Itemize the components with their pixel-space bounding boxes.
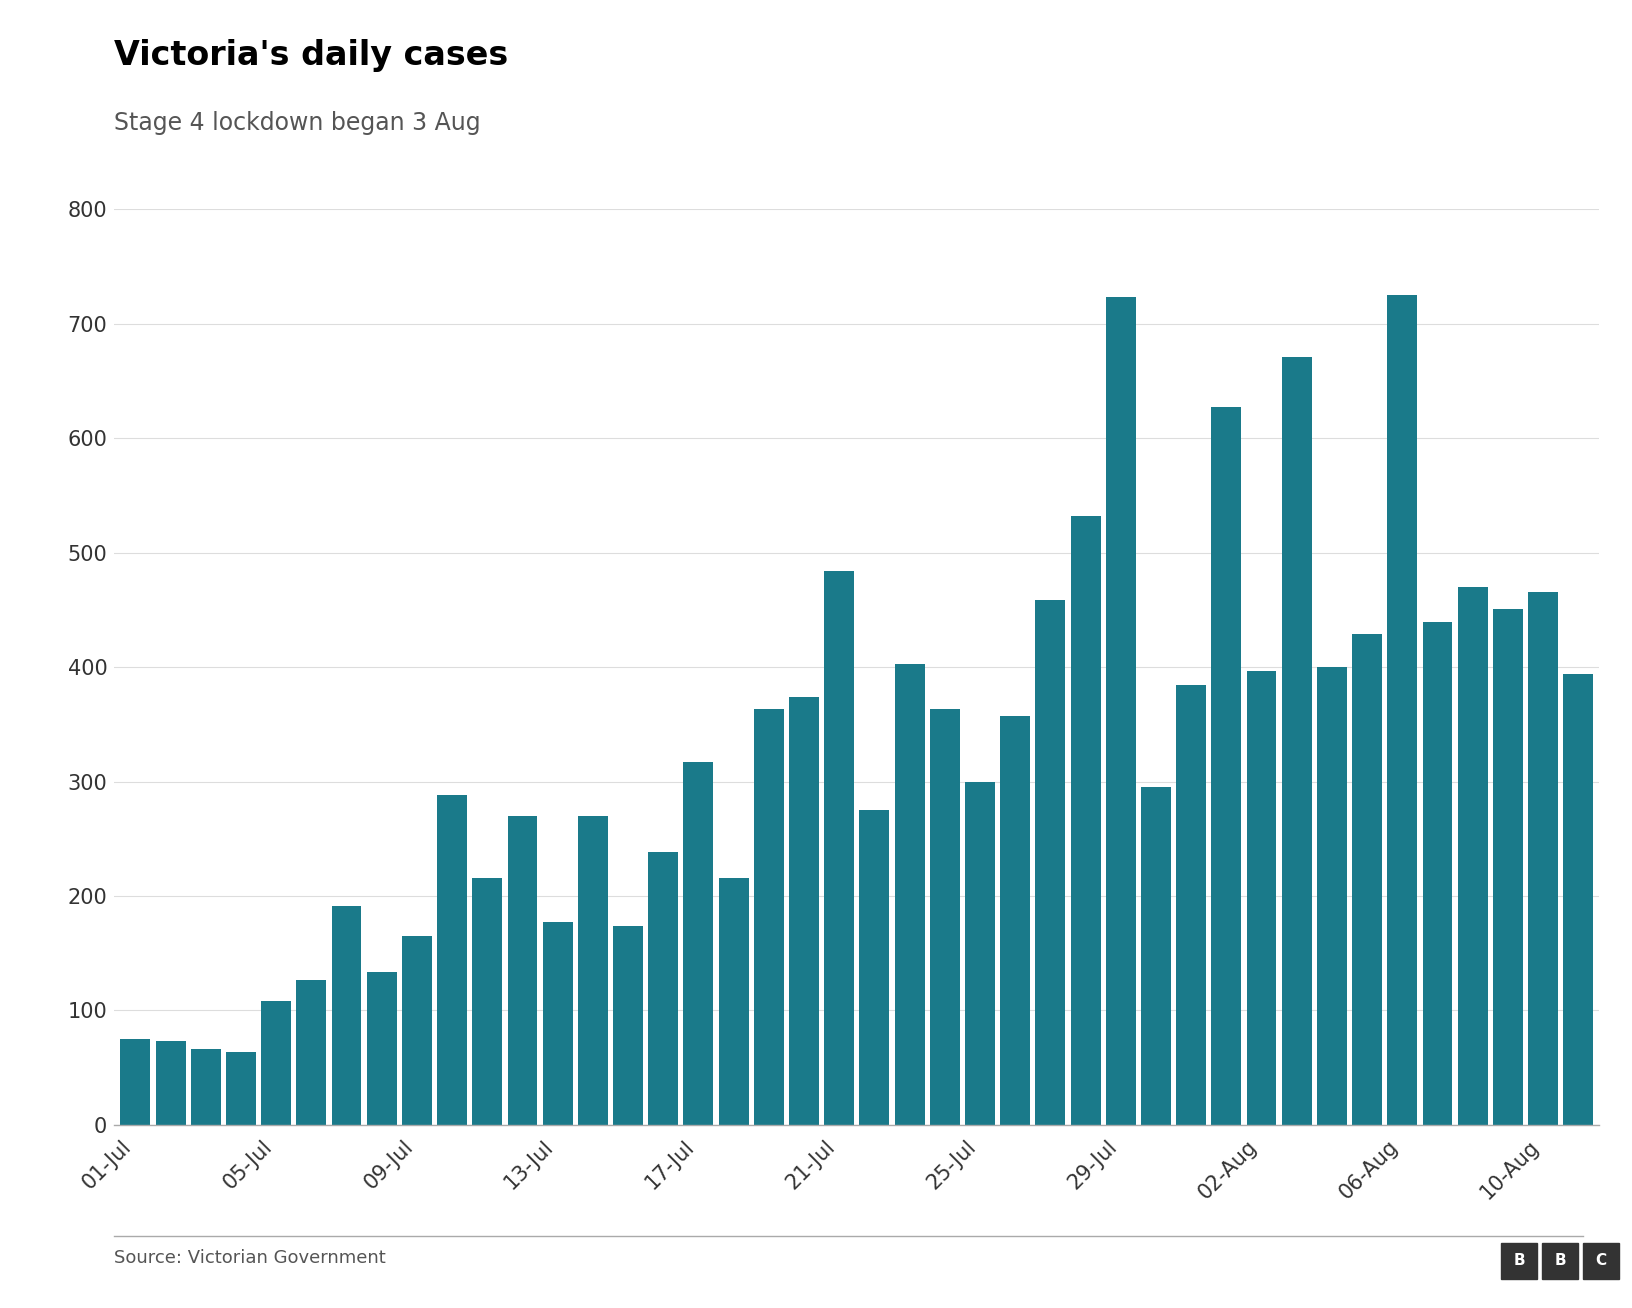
Bar	[1353, 634, 1382, 1125]
Bar	[894, 663, 925, 1125]
Bar	[1563, 674, 1593, 1125]
Bar	[1457, 587, 1488, 1125]
Bar	[824, 570, 854, 1125]
Bar	[225, 1052, 256, 1125]
Bar	[1211, 407, 1242, 1125]
Bar	[1035, 599, 1066, 1125]
Bar	[1317, 667, 1346, 1125]
Bar	[684, 763, 713, 1125]
Text: Stage 4 lockdown began 3 Aug: Stage 4 lockdown began 3 Aug	[114, 111, 481, 135]
Bar	[1000, 717, 1030, 1125]
Bar	[367, 972, 397, 1125]
Bar	[1106, 297, 1136, 1125]
Text: B: B	[1554, 1253, 1567, 1269]
Bar	[121, 1039, 150, 1125]
Bar	[614, 926, 643, 1125]
Bar	[1247, 671, 1276, 1125]
Text: Source: Victorian Government: Source: Victorian Government	[114, 1249, 387, 1267]
Bar	[508, 816, 537, 1125]
Bar	[860, 810, 889, 1125]
Text: C: C	[1596, 1253, 1606, 1269]
Bar	[1493, 608, 1523, 1125]
Bar	[1528, 591, 1559, 1125]
Bar	[578, 816, 607, 1125]
Bar	[788, 697, 819, 1125]
Bar	[297, 980, 326, 1125]
Bar	[543, 922, 573, 1125]
Bar	[472, 878, 503, 1125]
Bar	[261, 1002, 290, 1125]
Bar	[718, 878, 749, 1125]
Bar	[1071, 515, 1100, 1125]
Bar	[401, 937, 432, 1125]
Bar	[1423, 623, 1452, 1125]
Bar	[191, 1049, 220, 1125]
Bar	[1387, 296, 1417, 1125]
Bar	[648, 853, 679, 1125]
Text: Victoria's daily cases: Victoria's daily cases	[114, 39, 509, 72]
Bar	[331, 906, 361, 1125]
Bar	[930, 709, 960, 1125]
Bar	[754, 709, 783, 1125]
Bar	[1281, 357, 1312, 1125]
Bar	[437, 795, 467, 1125]
Bar	[155, 1041, 186, 1125]
Bar	[1177, 685, 1206, 1125]
Text: B: B	[1513, 1253, 1526, 1269]
Bar	[1141, 787, 1170, 1125]
Bar	[965, 781, 996, 1125]
